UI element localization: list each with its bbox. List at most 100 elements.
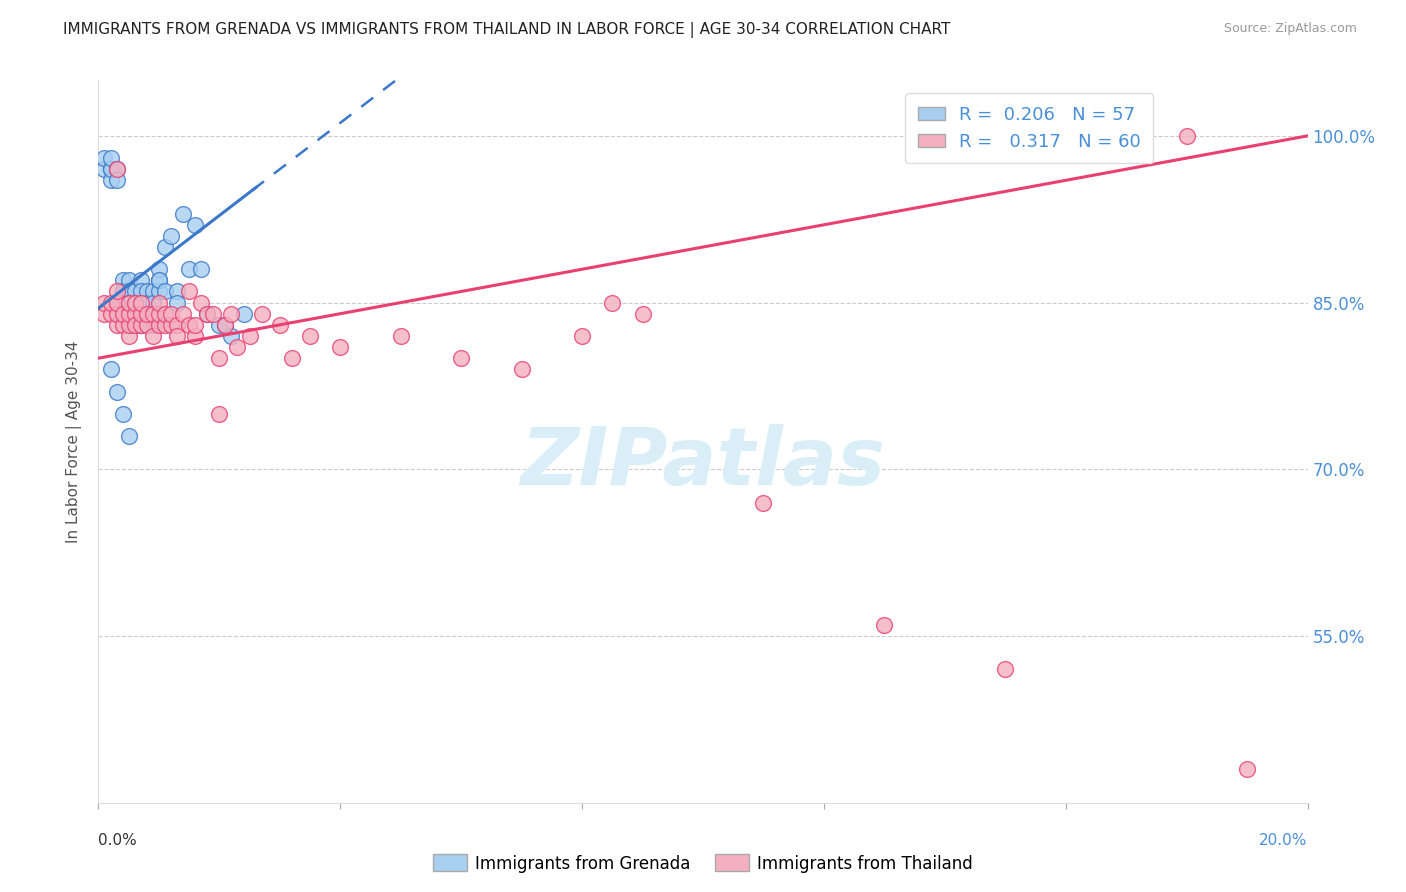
Point [135, 307, 157, 321]
Point [299, 329, 322, 343]
Point [105, 285, 128, 299]
Point [105, 162, 128, 177]
Point [135, 318, 157, 332]
Point [752, 496, 775, 510]
Point [142, 318, 165, 332]
Point [269, 318, 291, 332]
Point [148, 318, 170, 332]
Point [239, 329, 262, 343]
Point [195, 307, 218, 321]
Point [118, 307, 141, 321]
Point [602, 295, 624, 310]
Point [105, 318, 128, 332]
Point [124, 295, 146, 310]
Point [135, 295, 157, 310]
Point [135, 307, 157, 321]
Point [100, 162, 122, 177]
Point [111, 295, 134, 310]
Point [571, 329, 593, 343]
Point [148, 307, 170, 321]
Point [142, 295, 165, 310]
Point [124, 318, 146, 332]
Point [124, 307, 146, 321]
Text: 0.0%: 0.0% [98, 833, 138, 848]
Point [105, 307, 128, 321]
Point [153, 285, 176, 299]
Point [148, 262, 170, 277]
Point [214, 318, 236, 332]
Point [221, 307, 243, 321]
Y-axis label: In Labor Force | Age 30-34: In Labor Force | Age 30-34 [66, 340, 83, 543]
Point [994, 662, 1017, 676]
Point [221, 329, 243, 343]
Point [166, 318, 188, 332]
Text: IMMIGRANTS FROM GRENADA VS IMMIGRANTS FROM THAILAND IN LABOR FORCE | AGE 30-34 C: IMMIGRANTS FROM GRENADA VS IMMIGRANTS FR… [63, 22, 950, 38]
Point [118, 285, 141, 299]
Point [160, 307, 183, 321]
Point [232, 307, 254, 321]
Point [202, 307, 225, 321]
Point [93, 307, 115, 321]
Point [450, 351, 472, 366]
Point [118, 295, 141, 310]
Point [148, 273, 170, 287]
Point [100, 295, 122, 310]
Point [190, 295, 212, 310]
Text: 20.0%: 20.0% [1260, 833, 1308, 848]
Point [166, 329, 188, 343]
Point [166, 295, 188, 310]
Point [179, 285, 201, 299]
Point [214, 318, 236, 332]
Point [118, 273, 141, 287]
Point [135, 285, 157, 299]
Point [153, 240, 176, 254]
Legend: R =  0.206   N = 57, R =   0.317   N = 60: R = 0.206 N = 57, R = 0.317 N = 60 [905, 93, 1153, 163]
Point [100, 151, 122, 165]
Point [281, 351, 304, 366]
Point [118, 429, 141, 443]
Point [172, 207, 194, 221]
Point [208, 351, 231, 366]
Point [111, 307, 134, 321]
Text: ZIPatlas: ZIPatlas [520, 425, 886, 502]
Point [124, 307, 146, 321]
Point [105, 307, 128, 321]
Point [118, 295, 141, 310]
Point [329, 340, 352, 354]
Point [179, 318, 201, 332]
Point [111, 285, 134, 299]
Point [118, 318, 141, 332]
Legend: Immigrants from Grenada, Immigrants from Thailand: Immigrants from Grenada, Immigrants from… [426, 847, 980, 880]
Point [111, 273, 134, 287]
Point [118, 329, 141, 343]
Point [153, 318, 176, 332]
Point [153, 307, 176, 321]
Point [111, 318, 134, 332]
Point [111, 307, 134, 321]
Point [105, 384, 128, 399]
Point [184, 318, 207, 332]
Point [172, 307, 194, 321]
Point [1236, 763, 1258, 777]
Point [148, 273, 170, 287]
Point [124, 318, 146, 332]
Point [129, 318, 152, 332]
Point [179, 262, 201, 277]
Point [166, 285, 188, 299]
Point [100, 362, 122, 376]
Point [93, 162, 115, 177]
Point [184, 329, 207, 343]
Point [93, 151, 115, 165]
Point [105, 162, 128, 177]
Point [142, 307, 165, 321]
Point [142, 285, 165, 299]
Point [195, 307, 218, 321]
Point [111, 407, 134, 421]
Point [148, 295, 170, 310]
Point [100, 162, 122, 177]
Point [208, 407, 231, 421]
Point [873, 618, 896, 632]
Point [93, 295, 115, 310]
Point [250, 307, 273, 321]
Point [160, 318, 183, 332]
